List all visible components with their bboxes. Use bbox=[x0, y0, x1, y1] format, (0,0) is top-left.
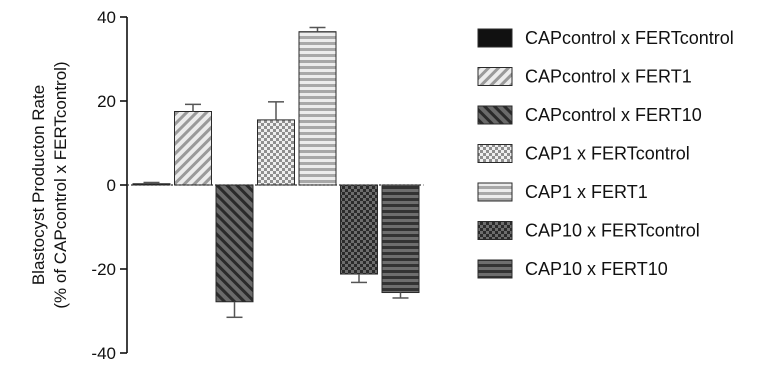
legend-swatch-2 bbox=[477, 67, 513, 86]
bar-2 bbox=[174, 111, 212, 186]
bar-7 bbox=[381, 184, 420, 294]
legend-swatch-3 bbox=[477, 105, 513, 125]
legend-swatch-7 bbox=[477, 259, 513, 279]
legend-swatch-5 bbox=[477, 182, 513, 202]
y-tick-label: 20 bbox=[97, 92, 116, 111]
legend-label-1: CAPcontrol x FERTcontrol bbox=[525, 28, 734, 48]
bars bbox=[127, 26, 424, 319]
legend-label-3: CAPcontrol x FERT10 bbox=[525, 105, 702, 125]
bar-5 bbox=[298, 31, 337, 186]
legend-swatch-6 bbox=[477, 221, 513, 240]
legend-label-4: CAP1 x FERTcontrol bbox=[525, 144, 690, 164]
bar-3 bbox=[215, 184, 254, 303]
legend: CAPcontrol x FERTcontrol CAPcontrol x FER… bbox=[477, 28, 734, 279]
y-tick-label: -20 bbox=[91, 260, 116, 279]
bar-4 bbox=[257, 119, 295, 186]
bar-6 bbox=[340, 184, 378, 275]
y-tick-label: 0 bbox=[107, 176, 116, 195]
legend-swatch-4 bbox=[477, 144, 513, 163]
legend-label-5: CAP1 x FERT1 bbox=[525, 182, 648, 202]
y-axis-title: Blastocyst Producton Rate (% of CAPcontr… bbox=[29, 61, 70, 308]
y-axis-title-line2: (% of CAPcontrol x FERTcontrol) bbox=[51, 61, 70, 308]
legend-label-7: CAP10 x FERT10 bbox=[525, 259, 668, 279]
legend-swatch-1 bbox=[477, 28, 513, 48]
y-axis: 40 20 0 -20 -40 bbox=[91, 8, 128, 363]
y-tick-label: -40 bbox=[91, 344, 116, 362]
legend-label-2: CAPcontrol x FERT1 bbox=[525, 67, 692, 87]
y-axis-title-line1: Blastocyst Producton Rate bbox=[29, 85, 48, 285]
y-tick-label: 40 bbox=[97, 8, 116, 27]
legend-label-6: CAP10 x FERTcontrol bbox=[525, 221, 700, 241]
